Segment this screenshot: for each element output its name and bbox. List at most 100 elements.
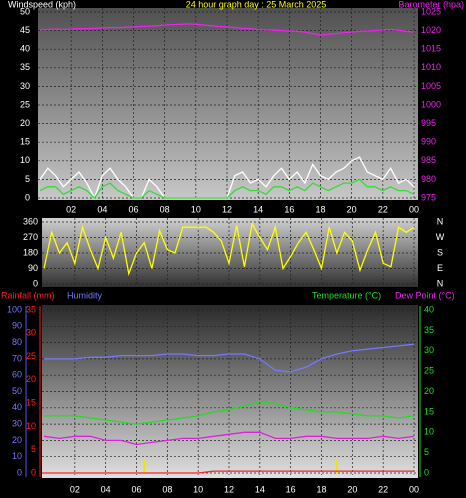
x-tick-label: 06 xyxy=(128,204,138,214)
y-tick-label: 45 xyxy=(20,25,30,35)
y-tick-label: 0 xyxy=(33,278,38,288)
y2-tick-label: 25 xyxy=(424,366,434,376)
y3-tick-label: 0 xyxy=(31,467,36,477)
y-tick-label: 40 xyxy=(20,44,30,54)
x-tick-label: 12 xyxy=(224,484,234,494)
y2-tick-label: 5 xyxy=(424,447,429,457)
y-tick-label: 20 xyxy=(20,118,30,128)
x-tick-label: 14 xyxy=(253,204,263,214)
series-line xyxy=(43,221,415,277)
legend-dew: Dew Point (°C) xyxy=(395,290,455,300)
x-tick-label: 10 xyxy=(191,204,201,214)
y2-tick-label: 20 xyxy=(424,386,434,396)
y2-tick-label: 985 xyxy=(421,155,436,165)
bar xyxy=(335,459,338,473)
y3-tick-label: 35 xyxy=(26,304,36,314)
y3-tick-label: 5 xyxy=(31,444,36,454)
bar xyxy=(143,459,146,473)
y-tick-label: 70 xyxy=(12,353,22,363)
legend-humidity: Humidity xyxy=(67,290,103,300)
y3-tick-label: 10 xyxy=(26,421,36,431)
y2-tick-label: N xyxy=(437,216,444,226)
y-tick-label: 100 xyxy=(7,304,22,314)
x-tick-label: 00 xyxy=(409,484,419,494)
y-tick-label: 20 xyxy=(12,435,22,445)
x-tick-label: 22 xyxy=(378,204,388,214)
y-tick-label: 180 xyxy=(23,247,38,257)
x-tick-label: 20 xyxy=(347,204,357,214)
x-tick-label: 16 xyxy=(284,204,294,214)
y3-tick-label: 30 xyxy=(26,328,36,338)
x-tick-label: 04 xyxy=(97,204,107,214)
y2-tick-label: E xyxy=(437,263,443,273)
y2-tick-label: 35 xyxy=(424,325,434,335)
x-tick-label: 08 xyxy=(160,204,170,214)
y-tick-label: 50 xyxy=(20,6,30,16)
y2-tick-label: 1020 xyxy=(421,25,441,35)
y3-tick-label: 20 xyxy=(26,374,36,384)
legend-rain: Rainfall (mm) xyxy=(1,290,55,300)
x-tick-label: 02 xyxy=(70,484,80,494)
series-line xyxy=(44,401,415,425)
y2-tick-label: 40 xyxy=(424,304,434,314)
x-tick-label: 22 xyxy=(378,484,388,494)
y2-tick-label: 1000 xyxy=(421,99,441,109)
panel-wind xyxy=(38,8,418,200)
y2-tick-label: 10 xyxy=(424,427,434,437)
x-tick-label: 14 xyxy=(255,484,265,494)
y-tick-label: 35 xyxy=(20,62,30,72)
chart-title: 24 hour graph day : 25 March 2025 xyxy=(186,0,327,9)
y-tick-label: 30 xyxy=(20,81,30,91)
y-tick-label: 15 xyxy=(20,137,30,147)
y-tick-label: 0 xyxy=(25,192,30,202)
y-tick-label: 30 xyxy=(12,418,22,428)
y-tick-label: 90 xyxy=(12,321,22,331)
y2-tick-label: 30 xyxy=(424,345,434,355)
x-tick-label: 08 xyxy=(162,484,172,494)
y3-tick-label: 15 xyxy=(26,398,36,408)
series-line xyxy=(39,23,415,36)
y2-tick-label: 15 xyxy=(424,406,434,416)
baro-label: Barometer (hpa) xyxy=(398,0,464,9)
x-tick-label: 02 xyxy=(66,204,76,214)
y-tick-label: 10 xyxy=(20,155,30,165)
x-tick-label: 04 xyxy=(101,484,111,494)
y2-tick-label: 1005 xyxy=(421,81,441,91)
x-tick-label: 16 xyxy=(286,484,296,494)
panel-direction xyxy=(42,218,418,287)
y-tick-label: 90 xyxy=(28,263,38,273)
y-tick-label: 360 xyxy=(23,216,38,226)
y2-tick-label: 975 xyxy=(421,192,436,202)
x-tick-label: 20 xyxy=(347,484,357,494)
y2-tick-label: S xyxy=(437,247,443,257)
y2-tick-label: 1025 xyxy=(421,6,441,16)
y-tick-label: 80 xyxy=(12,337,22,347)
series-line xyxy=(39,178,415,199)
y-tick-label: 40 xyxy=(12,402,22,412)
y2-tick-label: 980 xyxy=(421,174,436,184)
y2-tick-label: 995 xyxy=(421,118,436,128)
y2-tick-label: 990 xyxy=(421,137,436,147)
y-tick-label: 10 xyxy=(12,451,22,461)
x-tick-label: 06 xyxy=(131,484,141,494)
y-tick-label: 25 xyxy=(20,99,30,109)
wind-label: Windspeed (kph) xyxy=(8,0,76,9)
y2-tick-label: 0 xyxy=(424,467,429,477)
y2-tick-label: N xyxy=(437,278,444,288)
x-tick-label: 18 xyxy=(316,484,326,494)
legend-temp: Temperature (°C) xyxy=(312,290,381,300)
y2-tick-label: 1015 xyxy=(421,44,441,54)
x-tick-label: 12 xyxy=(222,204,232,214)
x-tick-label: 18 xyxy=(315,204,325,214)
series-line xyxy=(44,470,414,474)
y2-tick-label: W xyxy=(436,232,445,242)
x-tick-label: 00 xyxy=(409,204,419,214)
y-tick-label: 5 xyxy=(25,174,30,184)
y-tick-label: 270 xyxy=(23,232,38,242)
y3-tick-label: 25 xyxy=(26,351,36,361)
series-line xyxy=(43,431,415,446)
y-tick-label: 60 xyxy=(12,370,22,380)
series-line xyxy=(44,343,415,373)
y2-tick-label: 1010 xyxy=(421,62,441,72)
